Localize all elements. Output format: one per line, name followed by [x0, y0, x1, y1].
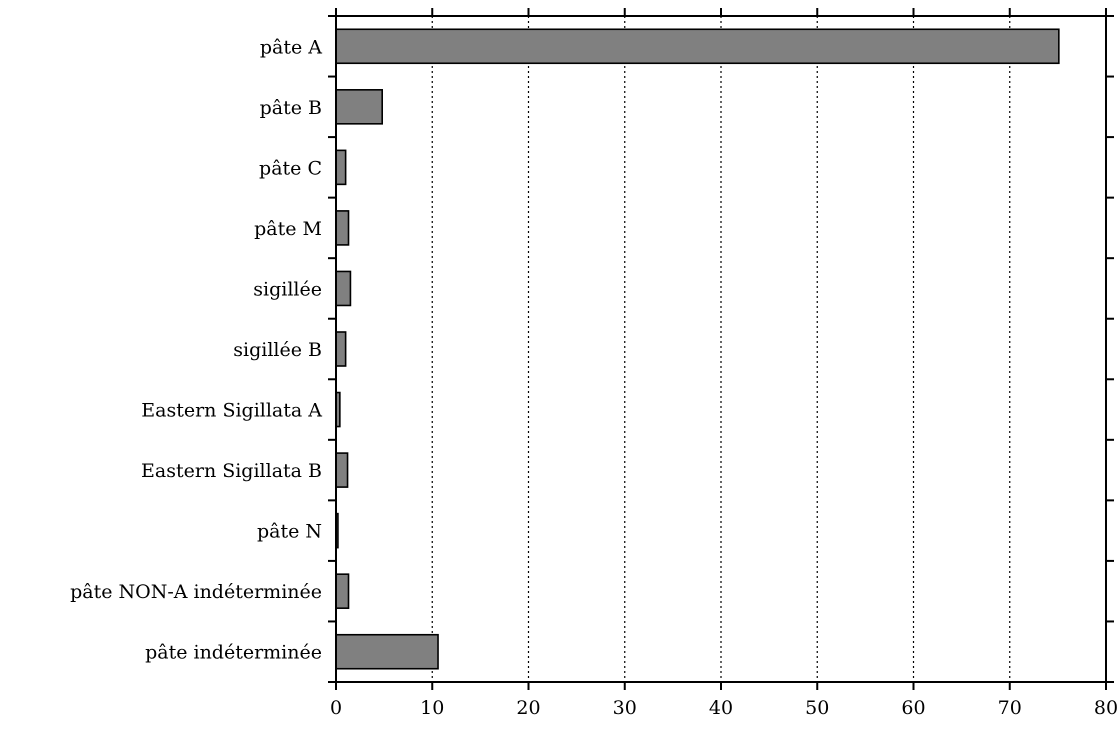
- y-axis-ticks: [328, 15, 1114, 683]
- bar: [335, 331, 347, 367]
- category-label: pâte M: [254, 218, 322, 240]
- category-label: pâte NON-A indéterminée: [70, 581, 322, 603]
- x-axis-ticks: 0 10 20 30 40 50 60 70 80: [330, 8, 1118, 719]
- grid-lines: [431, 16, 1011, 682]
- x-tick-label: 40: [709, 697, 733, 719]
- bar: [335, 28, 1060, 65]
- bar: [335, 452, 349, 488]
- category-labels: pâte A pâte B pâte C pâte M sigillée sigillée…: [70, 36, 322, 663]
- bar: [335, 89, 384, 125]
- bar: [335, 149, 347, 186]
- x-tick-label: 60: [901, 697, 925, 719]
- x-tick-label: 80: [1094, 697, 1118, 719]
- x-tick-label: 30: [613, 697, 637, 719]
- category-label: pâte B: [260, 97, 322, 119]
- x-tick-label: 0: [330, 697, 342, 719]
- x-tick-label: 20: [516, 697, 540, 719]
- x-tick-label: 70: [998, 697, 1022, 719]
- category-label: pâte indéterminée: [145, 642, 322, 664]
- x-tick-label: 50: [805, 697, 829, 719]
- category-label: pâte A: [260, 36, 322, 58]
- bar: [335, 573, 350, 609]
- bars: [335, 28, 1060, 670]
- category-label: sigillée B: [233, 339, 322, 361]
- category-label: Eastern Sigillata B: [141, 460, 322, 482]
- bar: [335, 210, 350, 246]
- category-label: sigillée: [253, 278, 322, 300]
- bar: [335, 270, 352, 307]
- bar: [335, 633, 439, 670]
- category-label: pâte N: [257, 521, 322, 543]
- category-label: Eastern Sigillata A: [141, 400, 322, 422]
- x-tick-label: 10: [420, 697, 444, 719]
- category-label: pâte C: [259, 157, 322, 179]
